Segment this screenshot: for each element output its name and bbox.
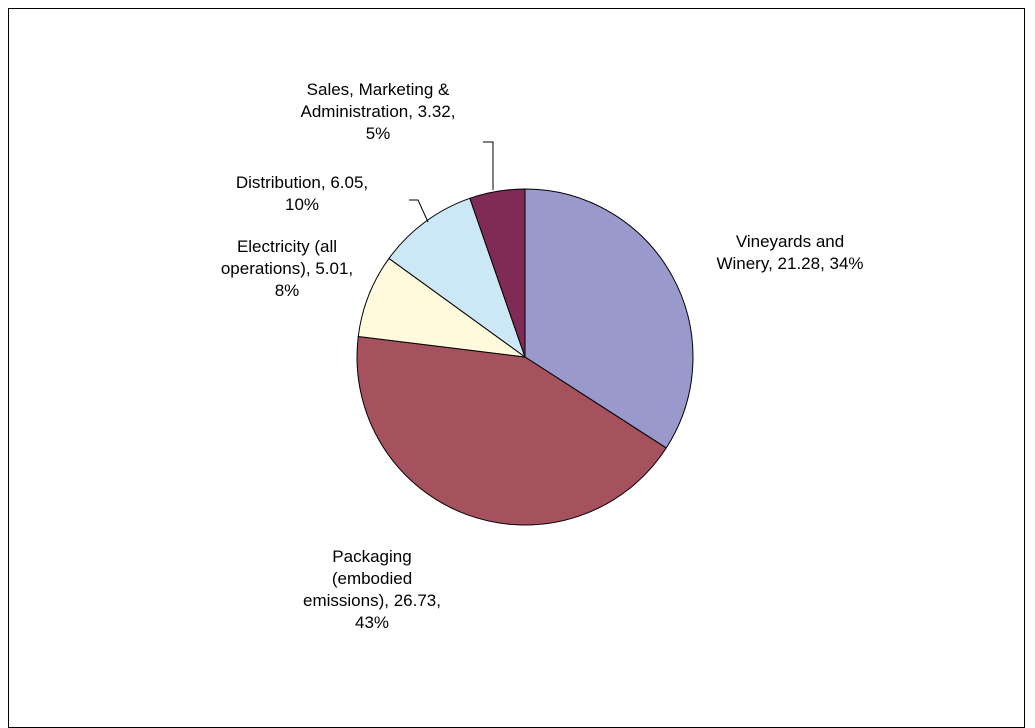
slice-label-line: 8% <box>275 281 300 300</box>
pie-slice-distribution <box>388 197 526 359</box>
pie-chart: Vineyards and Winery, 21.28, 34% Packaging… <box>221 80 864 632</box>
slice-label-4: Distribution, 6.05, 10% <box>236 173 368 214</box>
pie-slice-packaging-embodied-emissions <box>356 335 667 526</box>
slice-label-line: Sales, Marketing & <box>307 80 450 99</box>
slice-label-line: operations), 5.01, <box>221 259 353 278</box>
slice-label-line: Electricity (all <box>237 237 337 256</box>
slice-label-line: Administration, 3.32, <box>301 102 456 121</box>
slice-label-line: Distribution, 6.05, <box>236 173 368 192</box>
slice-labels: Vineyards and Winery, 21.28, 34% Packaging… <box>221 80 864 632</box>
leader-lines <box>409 141 494 223</box>
slice-label-2: Packaging (embodied emissions), 26.73, 43% <box>303 547 441 632</box>
leader-line-5 <box>483 141 494 190</box>
slice-label-5: Sales, Marketing & Administration, 3.32, 5… <box>301 80 456 143</box>
slice-label-line: (embodied <box>332 569 412 588</box>
slice-label-line: emissions), 26.73, <box>303 591 441 610</box>
slice-label-3: Electricity (all operations), 5.01, 8% <box>221 237 353 300</box>
slice-label-line: Winery, 21.28, 34% <box>716 254 863 273</box>
slice-label-line: Packaging <box>332 547 411 566</box>
pie-slices <box>356 188 694 526</box>
slice-label-line: 43% <box>355 613 389 632</box>
slice-label-1: Vineyards and Winery, 21.28, 34% <box>716 232 863 273</box>
pie-slice-vineyards-and-winery <box>524 188 694 449</box>
slice-label-line: Vineyards and <box>736 232 844 251</box>
slice-label-line: 5% <box>366 124 391 143</box>
pie-slice-sales-marketing-administration <box>469 188 526 358</box>
slice-label-line: 10% <box>285 195 319 214</box>
leader-line-4 <box>409 199 429 223</box>
